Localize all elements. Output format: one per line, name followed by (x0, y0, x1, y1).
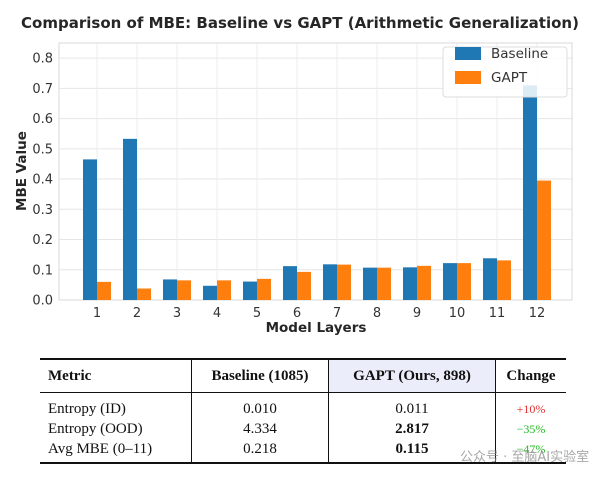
cell-gapt: 0.115 (328, 439, 496, 463)
cell-baseline: 0.010 (191, 392, 329, 419)
bar-gapt-layer-5 (257, 278, 271, 300)
y-tick-label: 0.8 (32, 52, 53, 67)
y-tick-label: 0.1 (32, 263, 53, 278)
y-tick-label: 0.7 (32, 82, 53, 97)
bar-gapt-layer-7 (337, 264, 351, 300)
y-axis-label: MBE Value (14, 131, 30, 211)
header-metric: Metric (48, 367, 92, 384)
bar-gapt-layer-6 (297, 271, 311, 300)
legend: Baseline GAPT (442, 46, 568, 98)
x-tick-label: 2 (133, 306, 141, 321)
bar-baseline-layer-4 (203, 285, 217, 300)
y-tick-label: 0.6 (32, 112, 53, 127)
x-tick-label: 3 (173, 306, 181, 321)
bar-baseline-layer-6 (283, 266, 297, 300)
bar-baseline-layer-3 (163, 279, 177, 300)
x-tick-label: 12 (529, 306, 546, 321)
grid (59, 43, 572, 301)
bar-baseline-layer-11 (483, 258, 497, 300)
y-tick-label: 0.2 (32, 233, 53, 248)
x-axis-label: Model Layers (266, 320, 367, 336)
bar-baseline-layer-12 (523, 85, 537, 301)
cell-metric: Avg MBE (0–11) (48, 441, 153, 457)
x-tick-label: 6 (293, 306, 301, 321)
cell-gapt: 2.817 (328, 419, 496, 439)
legend-label-baseline: Baseline (491, 46, 548, 62)
cell-change: +10% (495, 392, 566, 419)
chart-title: Comparison of MBE: Baseline vs GAPT (Ari… (21, 14, 579, 32)
bars (83, 85, 551, 301)
table-header-row: Metric Baseline (1085) GAPT (Ours, 898) … (40, 359, 566, 393)
plot-frame (58, 42, 573, 301)
y-tick-label: 0.5 (32, 142, 53, 157)
x-tick-label: 9 (413, 306, 421, 321)
cell-gapt: 0.011 (328, 392, 496, 419)
cell-baseline: 4.334 (191, 419, 329, 439)
bar-baseline-layer-2 (123, 138, 137, 300)
x-tick-label: 10 (449, 306, 466, 321)
legend-swatch-gapt (455, 71, 481, 84)
x-tick-label: 5 (253, 306, 261, 321)
bar-gapt-layer-4 (217, 280, 231, 300)
bar-gapt-layer-10 (457, 263, 471, 300)
y-tick-label: 0.3 (32, 203, 53, 218)
bar-baseline-layer-1 (83, 159, 97, 300)
bar-gapt-layer-11 (497, 260, 511, 300)
bar-gapt-layer-8 (377, 267, 391, 300)
header-change: Change (495, 359, 566, 393)
bar-baseline-layer-8 (363, 267, 377, 300)
cell-change: −35% (495, 419, 566, 439)
x-tick-label: 8 (373, 306, 381, 321)
table-row: Entropy (OOD) 4.334 2.817 −35% (40, 419, 566, 439)
y-ticks: 0.0 0.1 0.2 0.3 0.4 0.5 0.6 0.7 0.8 (32, 52, 53, 309)
cell-metric: Entropy (ID) (48, 401, 126, 417)
watermark: 公众号 · 至脑AI实验室 (460, 450, 590, 465)
cell-metric: Entropy (OOD) (48, 421, 143, 437)
legend-swatch-baseline (455, 47, 481, 60)
x-tick-label: 11 (489, 306, 506, 321)
bar-gapt-layer-12 (537, 180, 551, 300)
bar-gapt-layer-9 (417, 265, 431, 300)
header-gapt: GAPT (Ours, 898) (328, 359, 496, 393)
x-tick-label: 4 (213, 306, 221, 321)
header-baseline: Baseline (1085) (191, 359, 329, 393)
bar-baseline-layer-7 (323, 264, 337, 300)
x-tick-label: 7 (333, 306, 341, 321)
y-tick-label: 0.4 (32, 173, 53, 188)
bar-baseline-layer-9 (403, 267, 417, 300)
bar-gapt-layer-1 (97, 281, 111, 300)
legend-label-gapt: GAPT (491, 70, 528, 86)
bar-gapt-layer-2 (137, 288, 151, 300)
cell-baseline: 0.218 (191, 439, 329, 463)
table-row: Entropy (ID) 0.010 0.011 +10% (40, 392, 566, 419)
bar-baseline-layer-10 (443, 263, 457, 300)
x-ticks: 1 2 3 4 5 6 7 8 9 10 11 12 (93, 306, 545, 321)
cell-change: −47% (495, 439, 566, 463)
metrics-table: Metric Baseline (1085) GAPT (Ours, 898) … (40, 358, 566, 464)
chart: Comparison of MBE: Baseline vs GAPT (Ari… (14, 14, 579, 336)
x-tick-label: 1 (93, 306, 101, 321)
y-tick-label: 0.0 (32, 294, 53, 309)
table-row: Avg MBE (0–11) 0.218 0.115 −47% (40, 439, 566, 463)
bar-gapt-layer-3 (177, 280, 191, 300)
bar-baseline-layer-5 (243, 281, 257, 300)
